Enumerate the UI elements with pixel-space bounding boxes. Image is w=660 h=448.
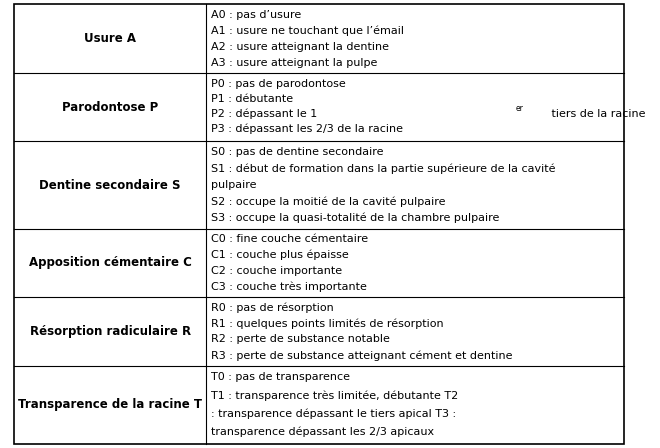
Text: P2 : dépassant le 1: P2 : dépassant le 1 (211, 109, 317, 119)
Text: S3 : occupe la quasi-totalité de la chambre pulpaire: S3 : occupe la quasi-totalité de la cham… (211, 213, 500, 223)
Text: A1 : usure ne touchant que l’émail: A1 : usure ne touchant que l’émail (211, 26, 404, 36)
Text: er: er (516, 104, 524, 113)
Text: P0 : pas de parodontose: P0 : pas de parodontose (211, 78, 346, 89)
Text: Résorption radiculaire R: Résorption radiculaire R (30, 325, 191, 338)
Text: transparence dépassant les 2/3 apicaux: transparence dépassant les 2/3 apicaux (211, 426, 434, 437)
Text: : transparence dépassant le tiers apical T3 :: : transparence dépassant le tiers apical… (211, 409, 456, 419)
Text: R3 : perte de substance atteignant cément et dentine: R3 : perte de substance atteignant cémen… (211, 350, 513, 361)
Text: A0 : pas d’usure: A0 : pas d’usure (211, 10, 302, 20)
Text: A3 : usure atteignant la pulpe: A3 : usure atteignant la pulpe (211, 58, 378, 68)
Text: Transparence de la racine T: Transparence de la racine T (18, 398, 202, 411)
Text: Apposition cémentaire C: Apposition cémentaire C (28, 256, 191, 269)
Text: pulpaire: pulpaire (211, 180, 257, 190)
Text: C1 : couche plus épaisse: C1 : couche plus épaisse (211, 250, 349, 260)
Text: S1 : début de formation dans la partie supérieure de la cavité: S1 : début de formation dans la partie s… (211, 164, 556, 174)
Text: R1 : quelques points limités de résorption: R1 : quelques points limités de résorpti… (211, 318, 444, 329)
Text: C0 : fine couche cémentaire: C0 : fine couche cémentaire (211, 234, 368, 244)
Text: Dentine secondaire S: Dentine secondaire S (40, 179, 181, 192)
Text: Usure A: Usure A (84, 32, 136, 45)
Text: A2 : usure atteignant la dentine: A2 : usure atteignant la dentine (211, 42, 389, 52)
Text: tiers de la racine: tiers de la racine (548, 109, 645, 119)
Text: T1 : transparence très limitée, débutante T2: T1 : transparence très limitée, débutant… (211, 390, 458, 401)
Text: C2 : couche importante: C2 : couche importante (211, 266, 343, 276)
Text: S2 : occupe la moitié de la cavité pulpaire: S2 : occupe la moitié de la cavité pulpa… (211, 196, 446, 207)
Text: R0 : pas de résorption: R0 : pas de résorption (211, 302, 334, 313)
Text: R2 : perte de substance notable: R2 : perte de substance notable (211, 334, 390, 345)
Text: C3 : couche très importante: C3 : couche très importante (211, 282, 367, 292)
Text: Parodontose P: Parodontose P (62, 101, 158, 114)
Text: S0 : pas de dentine secondaire: S0 : pas de dentine secondaire (211, 147, 383, 157)
Text: P3 : dépassant les 2/3 de la racine: P3 : dépassant les 2/3 de la racine (211, 124, 403, 134)
Text: P1 : débutante: P1 : débutante (211, 94, 293, 104)
Text: T0 : pas de transparence: T0 : pas de transparence (211, 372, 350, 383)
